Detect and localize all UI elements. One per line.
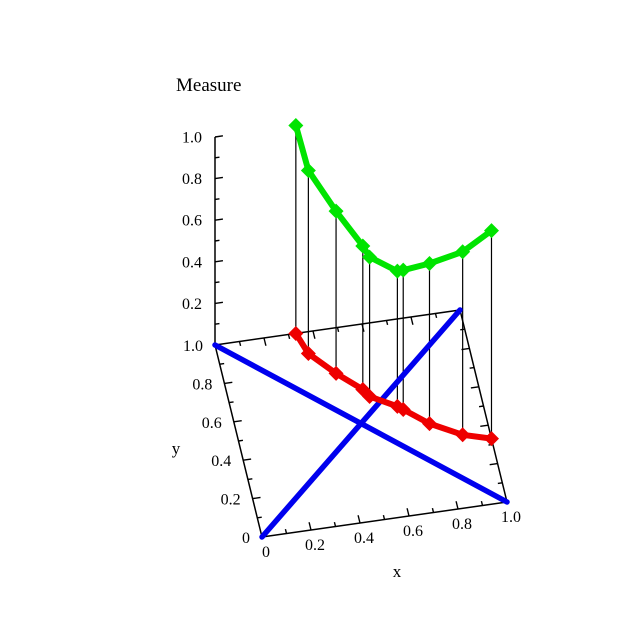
y-axis-label: y xyxy=(172,439,181,458)
top-edge-minor-tick xyxy=(238,341,242,347)
x-tick-label: 0.2 xyxy=(305,537,325,554)
base-projection-curve-marker xyxy=(483,431,499,447)
y-axis-major-tick xyxy=(224,381,233,385)
x-tick-label: 1.0 xyxy=(501,509,521,526)
measure-curve-marker xyxy=(483,223,499,239)
measure-axis-major-tick xyxy=(214,135,224,138)
base-projection-curve-marker xyxy=(422,416,437,432)
y-tick-label: 1.0 xyxy=(183,338,203,355)
right-edge-minor-tick xyxy=(497,482,503,485)
y-tick-label: 0 xyxy=(242,530,250,547)
series-layer xyxy=(212,117,510,540)
measure-axis-title: Measure xyxy=(176,75,241,96)
x-axis-major-tick xyxy=(308,522,312,531)
x-axis-minor-tick xyxy=(480,500,484,506)
x-axis-major-tick xyxy=(357,515,361,524)
y-tick-label: 0.4 xyxy=(211,453,231,470)
measure-axis-major-tick xyxy=(214,218,224,221)
x-axis-major-tick xyxy=(455,501,459,510)
y-axis-major-tick xyxy=(252,496,261,500)
y-tick-label: 0.2 xyxy=(221,492,241,509)
top-edge-major-tick xyxy=(263,337,267,346)
measure-axis-minor-tick xyxy=(214,281,220,284)
right-edge-minor-tick xyxy=(469,366,475,369)
measure-axis-minor-tick xyxy=(214,239,220,242)
base-diagonal-1-line xyxy=(212,342,510,505)
base-projection-curve-marker xyxy=(300,346,316,362)
measure-curve-marker xyxy=(288,117,304,133)
top-edge-minor-tick xyxy=(385,320,389,326)
right-edge-minor-tick xyxy=(478,405,484,408)
y-axis-minor-tick xyxy=(219,362,225,365)
x-tick-label: 0.8 xyxy=(452,516,472,533)
x-axis-major-tick xyxy=(406,508,410,517)
measure-curve-line xyxy=(292,122,495,275)
base-projection-curve-marker xyxy=(395,402,411,418)
measure-axis-major-tick xyxy=(214,176,224,180)
base-projection-curve-marker xyxy=(328,365,344,381)
measure-curve-marker xyxy=(395,262,411,278)
top-edge-minor-tick xyxy=(336,327,340,333)
right-edge-major-tick xyxy=(489,462,498,466)
labels-layer: Measure x y xyxy=(172,75,402,581)
base-projection-curve-marker xyxy=(455,427,471,443)
y-axis-major-tick xyxy=(233,419,242,423)
y-axis-major-tick xyxy=(243,458,252,461)
measure-axis-minor-tick xyxy=(214,156,220,159)
measure-curve-marker xyxy=(355,238,371,254)
measure-curve-marker xyxy=(300,162,316,178)
x-tick-label: 0.6 xyxy=(403,523,423,540)
x-axis-minor-tick xyxy=(333,521,337,527)
measure-tick-label: 0.8 xyxy=(182,171,202,188)
base-projection-curve-marker xyxy=(362,388,378,404)
measure-curve-marker xyxy=(328,203,344,219)
x-axis-minor-tick xyxy=(284,528,288,534)
measure-axis-minor-tick xyxy=(214,198,220,201)
y-tick-label: 0.6 xyxy=(202,415,222,432)
measure-curve-marker xyxy=(422,255,437,271)
measure-axis-major-tick xyxy=(214,301,224,305)
y-axis-minor-tick xyxy=(257,516,262,519)
x-axis-minor-tick xyxy=(431,507,435,513)
measure-tick-label: 0.2 xyxy=(182,296,202,313)
right-edge-major-tick xyxy=(480,424,489,428)
y-axis-minor-tick xyxy=(247,478,253,481)
base-projection-curve-line xyxy=(292,330,495,442)
x-axis-label: x xyxy=(393,562,402,581)
right-edge-major-tick xyxy=(470,386,479,389)
x-tick-label: 0.4 xyxy=(354,530,374,547)
top-edge-minor-tick xyxy=(287,334,291,340)
measure-tick-label: 1.0 xyxy=(182,130,202,147)
measure-tick-label: 0.4 xyxy=(182,254,202,271)
measure-tick-label: 0.6 xyxy=(182,213,202,230)
y-axis-minor-tick xyxy=(229,401,234,404)
x-tick-label: 0 xyxy=(262,544,270,561)
axes-layer: 0 0.2 0.4 0.6 0.8 1.0 1.0 0.8 0.6 0.4 0.2 0 1.0 0.8 0.… xyxy=(182,130,521,562)
top-edge-major-tick xyxy=(312,330,316,339)
top-edge-major-tick xyxy=(410,316,414,325)
y-axis-minor-tick xyxy=(238,439,244,442)
measure-curve-marker xyxy=(362,249,378,265)
x-axis-minor-tick xyxy=(382,514,386,520)
base-projection-curve-marker xyxy=(288,325,304,341)
top-edge-minor-tick xyxy=(434,313,438,319)
measure-curve-marker xyxy=(455,244,471,260)
y-tick-label: 0.8 xyxy=(192,376,212,393)
measure-axis-major-tick xyxy=(214,259,224,263)
drop-lines-layer xyxy=(295,125,493,439)
measure-axis-minor-tick xyxy=(214,322,220,325)
